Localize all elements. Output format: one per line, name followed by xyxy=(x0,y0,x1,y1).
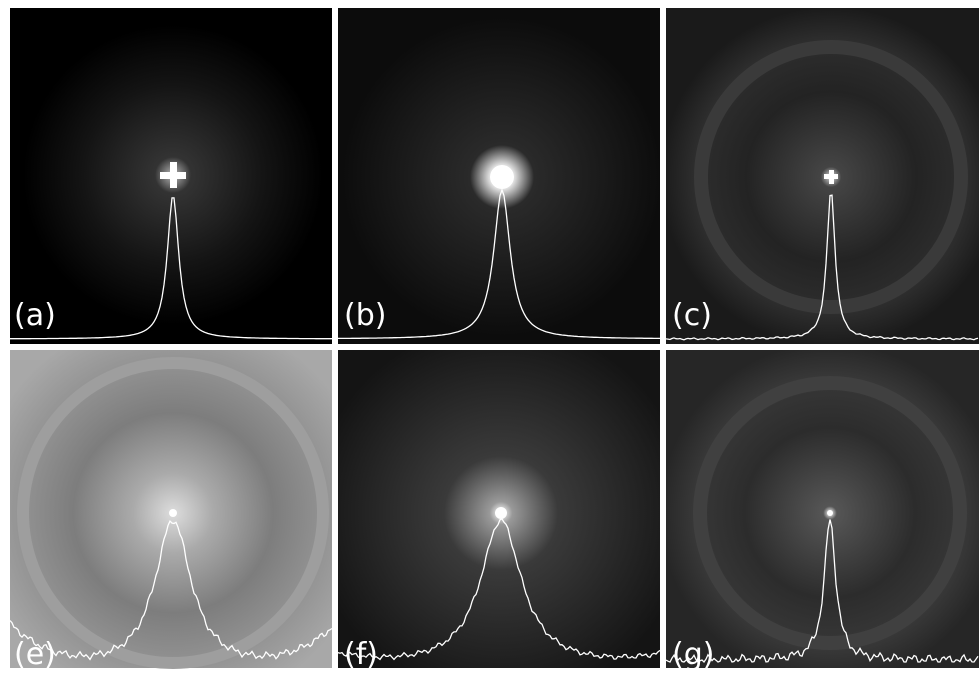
profile-curve xyxy=(665,519,979,664)
panel-label: (g) xyxy=(672,637,714,672)
panel-image xyxy=(666,8,979,344)
profile-curve xyxy=(338,188,660,340)
profile-curve xyxy=(665,194,979,341)
ring xyxy=(17,357,329,669)
profile-curves xyxy=(9,188,979,664)
bright-spot xyxy=(490,165,514,189)
profile-curve xyxy=(10,197,332,340)
bright-spot xyxy=(827,510,833,516)
panel-label: (f) xyxy=(344,637,378,672)
profile-curve xyxy=(337,518,661,661)
panel-image xyxy=(666,350,979,668)
bright-spot xyxy=(829,170,834,184)
ring xyxy=(694,40,968,314)
ring xyxy=(693,376,967,650)
bright-spot xyxy=(169,509,177,517)
panel-label: (b) xyxy=(344,298,386,333)
bright-spot xyxy=(170,162,177,188)
panel-label: (c) xyxy=(672,298,712,333)
panel-label: (a) xyxy=(14,298,56,333)
bright-spot xyxy=(495,507,507,519)
profile-curve xyxy=(9,519,333,661)
panel-label: (e) xyxy=(14,637,56,672)
